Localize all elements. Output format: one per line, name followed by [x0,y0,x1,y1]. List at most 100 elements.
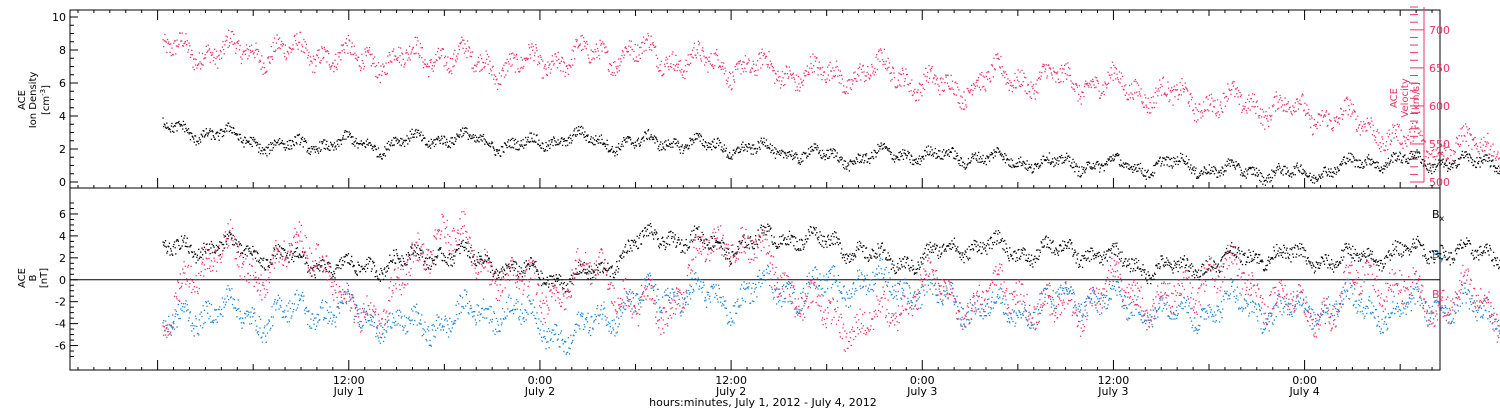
data-point [1481,160,1482,161]
data-point [483,62,484,63]
data-point [333,71,334,72]
data-point [682,144,683,145]
data-point [793,73,794,74]
data-point [266,147,267,148]
data-point [399,140,400,141]
data-point [1329,113,1330,114]
data-point [1247,99,1248,100]
data-point [617,147,618,148]
data-point [643,37,644,38]
data-point [248,55,249,56]
data-point [1434,164,1435,165]
data-point [1388,158,1389,159]
data-point [612,75,613,76]
data-point [255,142,256,143]
data-point [1162,78,1163,79]
data-point [561,61,562,62]
data-point [1337,121,1338,122]
data-point [176,122,177,123]
data-point [483,134,484,135]
data-point [380,156,381,157]
data-point [682,77,683,78]
data-point [404,146,405,147]
data-point [338,146,339,147]
data-point [1121,72,1122,73]
data-point [227,36,228,37]
data-point [900,156,901,157]
data-point [1200,117,1201,118]
data-point [1154,107,1155,108]
data-point [594,49,595,50]
data-point [240,45,241,46]
data-point [1255,113,1256,114]
data-point [356,59,357,60]
data-point [226,36,227,37]
data-point [685,65,686,66]
data-point [1459,135,1460,136]
data-point [1046,160,1047,161]
data-point [1238,90,1239,91]
data-point [1056,73,1057,74]
data-point [716,49,717,50]
data-point [1485,154,1486,155]
data-point [714,65,715,66]
data-point [431,68,432,69]
data-point [842,164,843,165]
data-point [1027,93,1028,94]
data-point [549,140,550,141]
data-point [1194,120,1195,121]
data-point [602,144,603,145]
data-point [731,159,732,160]
data-point [1310,127,1311,128]
data-point [540,57,541,58]
data-point [679,70,680,71]
data-point [468,50,469,51]
data-point [1080,96,1081,97]
data-point [452,137,453,138]
data-point [816,147,817,148]
data-point [1197,109,1198,110]
data-point [1351,113,1352,114]
data-point [531,138,532,139]
data-point [463,135,464,136]
data-point [833,70,834,71]
data-point [832,153,833,154]
data-point [482,136,483,137]
data-point [1303,173,1304,174]
data-point [689,145,690,146]
data-point [299,42,300,43]
data-point [459,134,460,135]
data-point [195,135,196,136]
data-point [342,139,343,140]
data-point [466,128,467,129]
data-point [1109,158,1110,159]
data-point [423,67,424,68]
data-point [653,45,654,46]
data-point [262,147,263,148]
data-point [608,69,609,70]
data-point [202,53,203,54]
data-point [1400,144,1401,145]
data-point [1453,161,1454,162]
data-point [1279,99,1280,100]
data-point [873,158,874,159]
data-point [1007,82,1008,83]
data-point [210,52,211,53]
data-point [1459,164,1460,165]
data-point [1428,172,1429,173]
data-point [281,142,282,143]
data-point [1376,167,1377,168]
data-point [508,61,509,62]
data-point [808,148,809,149]
data-point [1128,94,1129,95]
data-point [317,50,318,51]
data-point [1072,159,1073,160]
data-point [500,156,501,157]
data-point [431,139,432,140]
data-point [788,76,789,77]
data-point [1369,124,1370,125]
data-point [1402,143,1403,144]
data-point [199,61,200,62]
y-tick-label: 4 [59,110,66,123]
data-point [1461,154,1462,155]
